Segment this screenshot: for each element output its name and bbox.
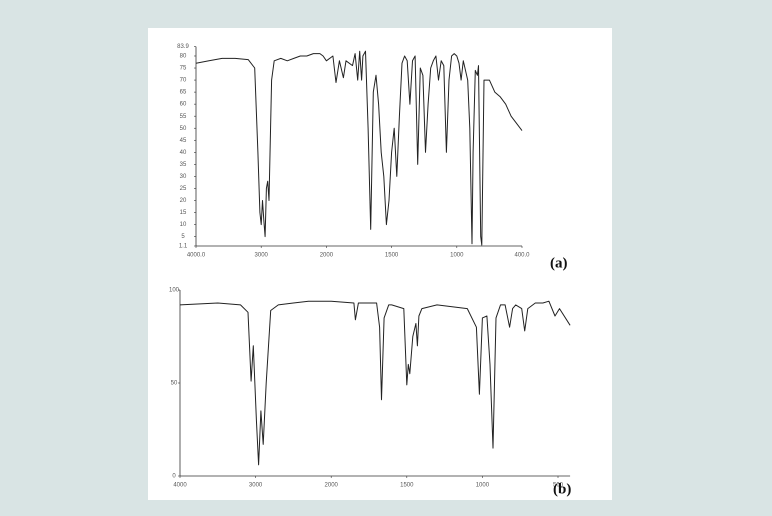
y-tick-label: 83.9 <box>177 44 189 50</box>
y-tick-label: 40 <box>180 150 187 156</box>
panel <box>148 28 612 500</box>
x-tick-label: 500 <box>553 483 564 489</box>
y-tick-label: 100 <box>169 288 180 294</box>
y-tick-label: 50 <box>180 126 187 132</box>
y-tick-label: 55 <box>180 114 187 120</box>
y-tick-label: 10 <box>180 222 187 228</box>
x-tick-label: 400.0 <box>514 253 530 259</box>
x-tick-label: 1000 <box>450 253 464 259</box>
y-tick-label: 1.1 <box>179 244 188 250</box>
spectrum-line <box>179 300 571 466</box>
panel-label: (a) <box>550 255 568 271</box>
y-tick-label: 60 <box>180 102 187 108</box>
x-tick-label: 1500 <box>385 253 399 259</box>
x-tick-label: 2000 <box>320 253 334 259</box>
y-tick-label: 5 <box>181 234 185 240</box>
y-tick-label: 45 <box>180 138 187 144</box>
y-tick-label: 20 <box>180 198 187 204</box>
y-tick-label: 30 <box>180 174 187 180</box>
spectrum-line <box>195 50 523 246</box>
y-tick-label: 50 <box>171 381 178 387</box>
x-tick-label: 1000 <box>476 483 490 489</box>
y-tick-label: 65 <box>180 90 187 96</box>
x-tick-label: 2000 <box>325 483 339 489</box>
panel-label: (b) <box>553 481 571 497</box>
y-tick-label: 70 <box>180 78 187 84</box>
x-tick-label: 1500 <box>400 483 414 489</box>
y-tick-label: 35 <box>180 162 187 168</box>
y-tick-label: 0 <box>172 474 176 480</box>
y-tick-label: 75 <box>180 66 187 72</box>
y-tick-label: 25 <box>180 186 187 192</box>
x-tick-label: 3000 <box>249 483 263 489</box>
x-tick-label: 4000 <box>173 483 187 489</box>
x-tick-label: 3000 <box>255 253 269 259</box>
x-tick-label: 4000.0 <box>187 253 206 259</box>
y-tick-label: 80 <box>180 54 187 60</box>
y-tick-label: 15 <box>180 210 187 216</box>
